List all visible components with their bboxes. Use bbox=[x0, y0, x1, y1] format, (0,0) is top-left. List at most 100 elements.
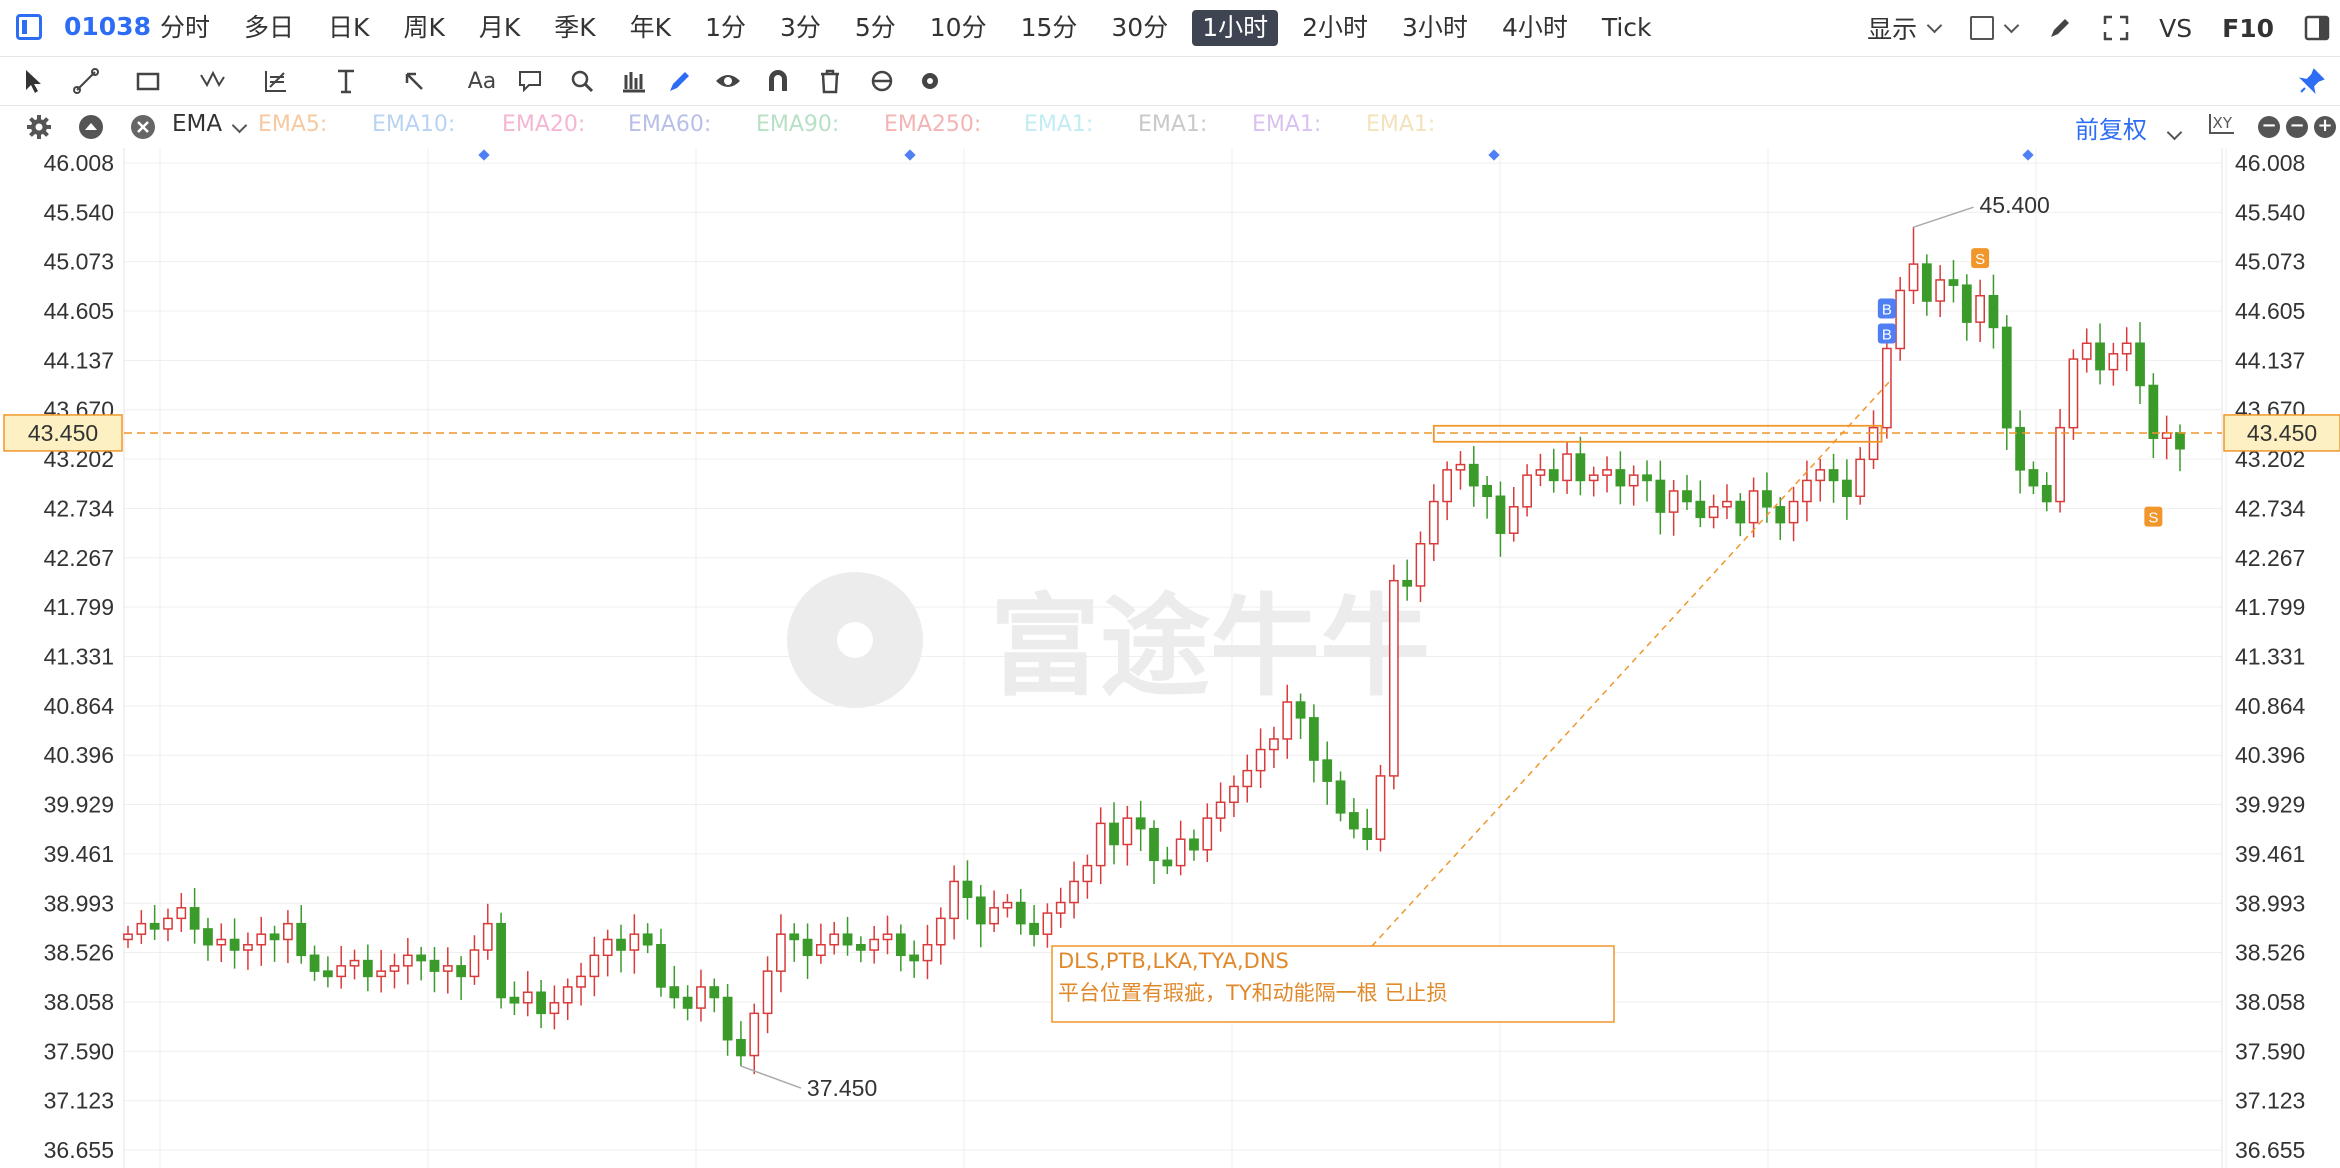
y-tick-left: 44.605 bbox=[44, 298, 114, 324]
timeframe-11[interactable]: 15分 bbox=[1020, 13, 1078, 42]
timeframe-8[interactable]: 3分 bbox=[779, 13, 821, 42]
candle-body bbox=[2095, 342, 2105, 371]
pen-button[interactable] bbox=[664, 65, 696, 97]
y-tick-right: 38.058 bbox=[2235, 989, 2305, 1015]
timeframe-2[interactable]: 日K bbox=[328, 13, 370, 42]
ema-legend-item[interactable]: EMA10: bbox=[372, 112, 456, 137]
candle-body bbox=[1895, 289, 1906, 350]
ema-legend-item[interactable]: EMA20: bbox=[502, 112, 586, 137]
candle-body bbox=[1309, 717, 1319, 761]
candle-body bbox=[975, 896, 986, 925]
y-axis-right: 46.00845.54045.07344.60544.13743.67043.2… bbox=[2235, 150, 2306, 1163]
vs-button[interactable]: VS bbox=[2159, 14, 2192, 43]
cursor-button[interactable] bbox=[18, 65, 50, 97]
timeframe-6[interactable]: 年K bbox=[629, 13, 672, 42]
adjust-dropdown[interactable]: 前复权 bbox=[2075, 110, 2183, 145]
timeframe-15[interactable]: 3小时 bbox=[1402, 13, 1468, 42]
candle-body bbox=[1615, 469, 1626, 487]
chart-grid-button[interactable] bbox=[618, 65, 650, 97]
timeframe-1[interactable]: 多日 bbox=[244, 13, 295, 42]
arrow-tool-button[interactable] bbox=[398, 65, 430, 97]
line-tool-button[interactable] bbox=[70, 65, 102, 97]
xy-scale-button[interactable]: XY bbox=[2208, 114, 2234, 134]
ema-legend-item[interactable]: EMA5: bbox=[258, 112, 328, 137]
gear-icon[interactable] bbox=[26, 114, 52, 140]
candle-body bbox=[349, 959, 360, 967]
zoom-in-button[interactable]: + bbox=[2314, 116, 2336, 138]
ema-legend-item[interactable]: EMA90: bbox=[756, 112, 840, 137]
candle-body bbox=[1562, 453, 1572, 482]
draw-pen-button[interactable] bbox=[2047, 15, 2073, 41]
candle-body bbox=[842, 933, 853, 946]
close-icon[interactable] bbox=[130, 114, 156, 140]
trash-button[interactable] bbox=[814, 65, 846, 97]
text-tool-button[interactable]: Aa bbox=[466, 65, 498, 97]
fib-tool-button[interactable] bbox=[260, 65, 292, 97]
timeframe-16[interactable]: 4小时 bbox=[1501, 13, 1568, 42]
display-dropdown[interactable]: 显示 bbox=[1867, 10, 1943, 46]
trade-mark-label: S bbox=[2148, 510, 2158, 527]
search-button[interactable] bbox=[566, 65, 598, 97]
timeframe-14[interactable]: 2小时 bbox=[1302, 13, 1369, 42]
y-tick-right: 45.073 bbox=[2235, 249, 2305, 275]
candle-body bbox=[935, 917, 946, 946]
f10-button[interactable]: F10 bbox=[2222, 14, 2274, 43]
candle-body bbox=[1775, 506, 1786, 524]
ema-legend-item[interactable]: EMA1: bbox=[1252, 112, 1322, 137]
sync-button[interactable] bbox=[866, 65, 898, 97]
candle-body bbox=[1482, 484, 1492, 498]
timeframe-3[interactable]: 周K bbox=[403, 13, 445, 42]
timeframe-9[interactable]: 5分 bbox=[854, 13, 896, 42]
vertical-tool-button[interactable] bbox=[330, 65, 362, 97]
eye-button[interactable] bbox=[712, 65, 744, 97]
y-tick-left: 41.331 bbox=[44, 644, 114, 670]
timeframe-7[interactable]: 1分 bbox=[705, 13, 746, 42]
candle-body bbox=[1149, 827, 1159, 862]
timeframe-4[interactable]: 月K bbox=[478, 13, 521, 42]
wave-tool-icon bbox=[200, 70, 225, 88]
ema-legend-item[interactable]: EMA60: bbox=[628, 112, 712, 137]
layout-dropdown[interactable] bbox=[1970, 16, 2020, 40]
magnet-button[interactable] bbox=[762, 65, 794, 97]
pin-button[interactable] bbox=[2296, 65, 2328, 97]
candle-body bbox=[389, 965, 400, 972]
rectangle-tool-button[interactable] bbox=[132, 65, 164, 97]
ema-legend-item[interactable]: EMA1: bbox=[1366, 112, 1436, 137]
cursor-icon bbox=[26, 70, 41, 93]
timeframe-5[interactable]: 季K bbox=[554, 13, 596, 42]
sidebar-toggle-icon[interactable] bbox=[16, 14, 42, 40]
ema-legend-item[interactable]: EMA1: bbox=[1024, 112, 1094, 137]
timeframe-12[interactable]: 30分 bbox=[1111, 13, 1169, 42]
gear-button[interactable] bbox=[914, 65, 946, 97]
timeframe-13[interactable]: 1小时 bbox=[1192, 10, 1279, 46]
f10-label: F10 bbox=[2222, 13, 2274, 43]
timeframe-0[interactable]: 分时 bbox=[160, 13, 211, 42]
candle-body bbox=[296, 922, 307, 957]
fullscreen-button[interactable] bbox=[2103, 15, 2129, 41]
stock-code[interactable]: 01038 bbox=[64, 12, 151, 41]
collapse-icon[interactable] bbox=[78, 114, 104, 140]
candle-body bbox=[322, 970, 333, 978]
ema-legend-item[interactable]: EMA1: bbox=[1138, 112, 1208, 137]
zoom-reset-button[interactable]: − bbox=[2258, 116, 2280, 138]
comment-button[interactable] bbox=[514, 65, 546, 97]
ema-legend-item[interactable]: EMA250: bbox=[884, 112, 982, 137]
candle-body bbox=[1642, 474, 1652, 482]
candle-body bbox=[1122, 817, 1133, 846]
y-tick-left: 42.734 bbox=[44, 495, 115, 521]
trade-mark-label: B bbox=[1882, 302, 1892, 319]
candle-body bbox=[1082, 864, 1093, 883]
candle-body bbox=[176, 907, 187, 920]
gear-icon bbox=[922, 73, 938, 89]
timeframe-10[interactable]: 10分 bbox=[929, 13, 987, 42]
candle-body bbox=[2028, 469, 2039, 487]
candle-body bbox=[442, 965, 453, 972]
timeframe-17[interactable]: Tick bbox=[1601, 13, 1652, 42]
candle-body bbox=[256, 933, 267, 946]
wave-tool-button[interactable] bbox=[196, 65, 228, 97]
indicator-select[interactable]: EMA bbox=[172, 111, 248, 137]
panel-toggle-button[interactable] bbox=[2304, 15, 2330, 41]
zoom-out-button[interactable]: − bbox=[2286, 116, 2308, 138]
display-label: 显示 bbox=[1867, 15, 1918, 44]
